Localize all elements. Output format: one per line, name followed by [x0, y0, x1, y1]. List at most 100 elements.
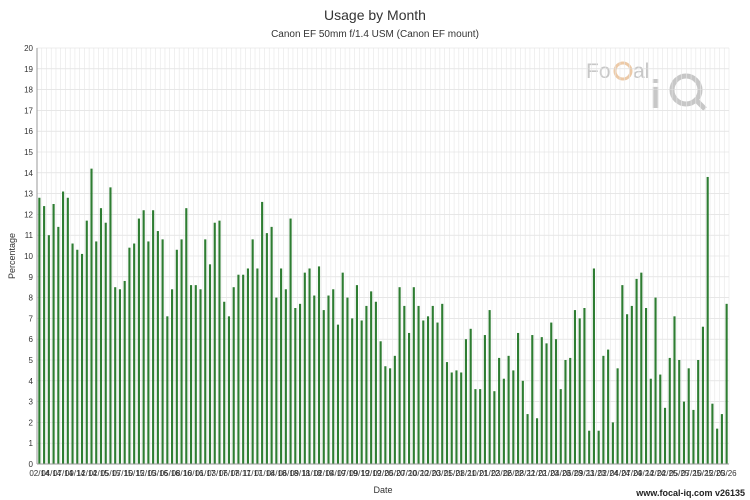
bar: [341, 272, 344, 464]
x-tick-label: 04/24: [610, 469, 631, 478]
bar: [701, 326, 704, 464]
bar: [422, 320, 425, 464]
bar: [298, 303, 302, 464]
x-tick-label: 12/24: [646, 469, 667, 478]
bar: [218, 220, 221, 464]
x-axis-label: Date: [373, 485, 392, 495]
y-tick-label: 7: [29, 314, 34, 323]
x-tick-label: 05/25: [669, 469, 690, 478]
x-tick-label: 01/18: [254, 469, 275, 478]
y-tick-label: 5: [29, 356, 34, 365]
bar: [85, 220, 88, 464]
bar: [573, 310, 577, 464]
bar: [66, 197, 69, 464]
bar: [630, 305, 633, 464]
bar: [275, 297, 278, 464]
bar: [493, 391, 496, 464]
y-tick-label: 13: [24, 190, 33, 199]
y-tick-label: 17: [24, 106, 33, 115]
bar: [578, 318, 581, 464]
bar: [635, 278, 638, 464]
bar: [441, 303, 444, 464]
bar: [308, 268, 311, 464]
bar: [166, 316, 169, 464]
bar: [227, 316, 231, 464]
bar: [57, 226, 60, 464]
x-tick-label: 12/14: [77, 469, 98, 478]
bar: [180, 239, 183, 464]
x-tick-label: 06/23: [563, 469, 584, 478]
bar: [152, 210, 155, 464]
x-tick-label: 09/23: [574, 469, 595, 478]
bar: [52, 204, 55, 464]
bar: [559, 389, 562, 464]
bar: [531, 335, 534, 464]
x-axis-ticks: 02/1404/1407/1409/1412/1402/1505/1507/15…: [29, 469, 737, 478]
bar: [322, 310, 325, 464]
x-tick-label: 05/20: [385, 469, 406, 478]
bar: [545, 343, 548, 464]
x-tick-label: 01/22: [480, 469, 501, 478]
x-tick-label: 11/22: [527, 469, 547, 478]
y-tick-label: 8: [29, 294, 34, 303]
x-tick-label: 04/19: [326, 469, 347, 478]
bar: [185, 208, 188, 464]
bar: [237, 274, 240, 464]
bar: [602, 355, 605, 464]
bar: [289, 218, 292, 464]
y-tick-label: 3: [29, 398, 34, 407]
bar: [128, 247, 131, 464]
x-tick-label: 06/18: [278, 469, 299, 478]
bar: [175, 249, 178, 464]
bar: [199, 289, 202, 464]
bar: [583, 308, 586, 464]
bar: [644, 308, 648, 464]
bar: [313, 295, 316, 464]
bar: [626, 314, 629, 464]
bar: [43, 206, 46, 464]
bar: [483, 335, 486, 464]
bar: [398, 287, 401, 464]
bar: [370, 291, 373, 464]
bar: [109, 187, 112, 465]
bar: [550, 322, 553, 464]
bar: [332, 289, 335, 464]
bar: [284, 289, 287, 464]
bar: [450, 372, 453, 464]
y-tick-label: 18: [24, 86, 33, 95]
bar: [327, 295, 330, 464]
gridlines: [36, 47, 730, 465]
bar: [412, 287, 415, 464]
bar: [47, 235, 50, 464]
bar: [208, 264, 212, 464]
y-axis-label: Percentage: [7, 233, 17, 279]
bar: [431, 305, 434, 464]
y-tick-label: 20: [24, 44, 33, 53]
x-tick-label: 12/19: [361, 469, 382, 478]
x-tick-label: 07/24: [622, 469, 643, 478]
bar: [725, 303, 728, 464]
bar: [474, 389, 477, 464]
bar: [90, 168, 93, 464]
y-tick-label: 0: [29, 460, 34, 469]
bar: [611, 422, 614, 464]
x-tick-label: 09/18: [290, 469, 311, 478]
x-tick-label: 10/15: [124, 469, 145, 478]
x-tick-label: 08/21: [456, 469, 477, 478]
bar: [692, 409, 695, 464]
y-tick-label: 19: [24, 65, 33, 74]
bar: [71, 243, 74, 464]
x-tick-label: 09/14: [65, 469, 86, 478]
bar: [251, 239, 254, 464]
x-tick-label: 07/19: [337, 469, 358, 478]
x-tick-label: 10/21: [468, 469, 489, 478]
bar: [232, 287, 235, 464]
bar: [540, 337, 543, 464]
x-tick-label: 11/17: [243, 469, 263, 478]
bar: [569, 357, 572, 464]
x-tick-label: 03/17: [207, 469, 228, 478]
bar: [488, 310, 491, 464]
bar: [360, 320, 363, 464]
bar: [213, 222, 216, 464]
x-tick-label: 06/22: [503, 469, 524, 478]
